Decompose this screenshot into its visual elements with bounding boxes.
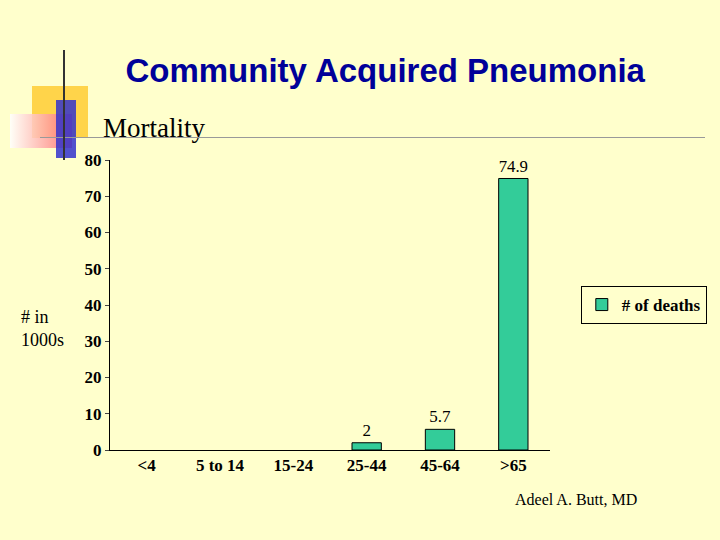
svg-text:20: 20 xyxy=(85,368,102,387)
svg-text:5.7: 5.7 xyxy=(429,407,451,426)
svg-text:# in1000s: # in1000s xyxy=(21,307,64,350)
svg-text:Mortality: Mortality xyxy=(103,113,205,143)
svg-text:>65: >65 xyxy=(500,456,527,475)
svg-text:30: 30 xyxy=(85,332,102,351)
svg-text:# of deaths: # of deaths xyxy=(622,296,701,315)
svg-text:2: 2 xyxy=(362,421,371,440)
svg-text:74.9: 74.9 xyxy=(499,157,528,176)
svg-text:70: 70 xyxy=(85,187,102,206)
svg-text:Adeel A. Butt, MD: Adeel A. Butt, MD xyxy=(515,491,637,508)
svg-text:45-64: 45-64 xyxy=(420,456,460,475)
svg-text:50: 50 xyxy=(85,260,102,279)
svg-text:25-44: 25-44 xyxy=(347,456,387,475)
svg-text:0: 0 xyxy=(93,441,102,460)
svg-text:60: 60 xyxy=(85,223,102,242)
svg-text:<4: <4 xyxy=(138,456,157,475)
svg-text:15-24: 15-24 xyxy=(273,456,313,475)
svg-text:80: 80 xyxy=(85,151,102,170)
svg-text:5 to 14: 5 to 14 xyxy=(196,456,245,475)
svg-text:Community Acquired Pneumonia: Community Acquired Pneumonia xyxy=(125,52,645,89)
svg-text:10: 10 xyxy=(85,405,102,424)
svg-text:40: 40 xyxy=(85,296,102,315)
